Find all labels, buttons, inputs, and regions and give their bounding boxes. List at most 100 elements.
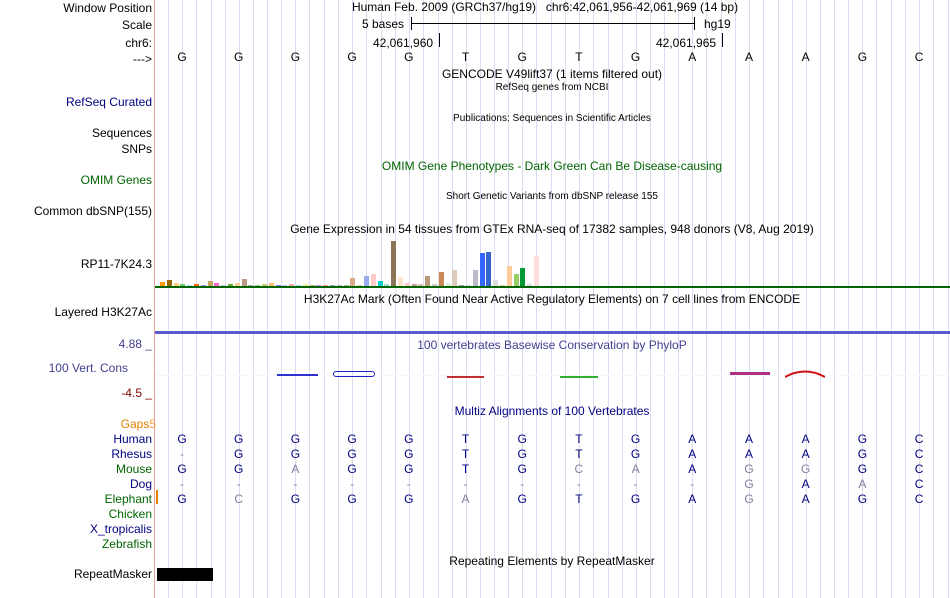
- gtex-tissue-bar[interactable]: [466, 285, 471, 286]
- gtex-tissue-bar[interactable]: [486, 252, 492, 286]
- refseq-title[interactable]: RefSeq genes from NCBI: [495, 82, 609, 93]
- conservation-min-label: -4.5 _: [121, 386, 152, 400]
- gtex-tissue-bar[interactable]: [506, 266, 512, 286]
- gtex-tissue-bar[interactable]: [500, 285, 505, 286]
- gtex-tissue-bar[interactable]: [309, 285, 315, 286]
- gaps-text: Gaps: [120, 417, 150, 431]
- gtex-tissue-bar[interactable]: [180, 284, 186, 286]
- gtex-tissue-bar[interactable]: [316, 285, 322, 286]
- gtex-tissue-bar[interactable]: [336, 285, 342, 286]
- gtex-tissue-bar[interactable]: [364, 276, 369, 286]
- reference-base: T: [575, 50, 583, 64]
- gtex-tissue-bar[interactable]: [289, 284, 295, 286]
- species-label-x_tropicalis[interactable]: X_tropicalis: [89, 522, 152, 536]
- gtex-tissue-bar[interactable]: [384, 284, 390, 286]
- gtex-title[interactable]: Gene Expression in 54 tissues from GTEx …: [290, 222, 814, 236]
- gtex-tissue-bar[interactable]: [377, 281, 383, 286]
- gtex-tissue-bar[interactable]: [234, 283, 240, 286]
- gtex-tissue-bar[interactable]: [343, 285, 349, 286]
- species-label-mouse[interactable]: Mouse: [115, 462, 152, 476]
- gtex-tissue-bar[interactable]: [370, 274, 376, 286]
- dbsnp-title[interactable]: Short Genetic Variants from dbSNP releas…: [446, 191, 658, 202]
- gtex-bar-chart[interactable]: [155, 236, 950, 286]
- gtex-tissue-bar[interactable]: [262, 284, 267, 286]
- gtex-tissue-bar[interactable]: [221, 285, 227, 286]
- repeatmasker-title[interactable]: Repeating Elements by RepeatMasker: [449, 554, 655, 568]
- gtex-tissue-bar[interactable]: [255, 285, 261, 286]
- species-label-zebrafish[interactable]: Zebrafish: [101, 537, 152, 551]
- sequences-track-label[interactable]: Sequences: [91, 126, 152, 140]
- gtex-tissue-bar[interactable]: [418, 284, 424, 286]
- gtex-tissue-bar[interactable]: [398, 277, 403, 286]
- gtex-tissue-bar[interactable]: [268, 283, 274, 286]
- gtex-tissue-bar[interactable]: [425, 276, 431, 286]
- guide-line: [437, 0, 439, 598]
- conservation-glyph-12: [785, 370, 825, 378]
- species-label-elephant[interactable]: Elephant: [104, 492, 152, 506]
- gtex-tissue-bar[interactable]: [452, 270, 458, 286]
- gtex-tissue-bar[interactable]: [275, 285, 281, 286]
- conservation-title[interactable]: 100 vertebrates Basewise Conservation by…: [417, 338, 687, 352]
- snps-track-label[interactable]: SNPs: [121, 142, 152, 156]
- gtex-track-label[interactable]: RP11-7K24.3: [80, 257, 152, 271]
- gtex-tissue-bar[interactable]: [187, 285, 193, 286]
- h3k27ac-track-label[interactable]: Layered H3K27Ac: [54, 305, 152, 319]
- gtex-tissue-bar[interactable]: [323, 285, 329, 286]
- gtex-tissue-bar[interactable]: [228, 284, 233, 286]
- gtex-tissue-bar[interactable]: [282, 285, 288, 286]
- gtex-tissue-bar[interactable]: [445, 283, 451, 286]
- gtex-tissue-bar[interactable]: [207, 281, 213, 286]
- gencode-title[interactable]: GENCODE V49lift37 (1 items filtered out): [441, 67, 663, 81]
- gtex-tissue-bar[interactable]: [391, 241, 397, 286]
- gtex-tissue-bar[interactable]: [302, 284, 308, 286]
- aligned-base: G: [177, 492, 187, 506]
- aligned-base: G: [347, 432, 357, 446]
- repeatmasker-track-label[interactable]: RepeatMasker: [73, 567, 152, 581]
- gtex-tissue-bar[interactable]: [527, 284, 533, 286]
- gtex-tissue-bar[interactable]: [296, 285, 301, 286]
- gtex-tissue-bar[interactable]: [404, 283, 410, 286]
- gtex-tissue-bar[interactable]: [166, 280, 172, 286]
- gtex-tissue-bar[interactable]: [459, 285, 465, 286]
- h3k27ac-title[interactable]: H3K27Ac Mark (Often Found Near Active Re…: [303, 292, 801, 306]
- gtex-tissue-bar[interactable]: [173, 283, 179, 286]
- conservation-track-label[interactable]: 100 Vert. Cons: [48, 361, 128, 375]
- guide-line: [536, 0, 538, 598]
- chrom-label: chr6:: [125, 36, 152, 50]
- aligned-base: A: [801, 477, 810, 491]
- gtex-tissue-bar[interactable]: [479, 253, 485, 286]
- gtex-tissue-bar[interactable]: [200, 285, 206, 286]
- aligned-base: -: [406, 477, 411, 491]
- dbsnp-track-label[interactable]: Common dbSNP(155): [33, 204, 152, 218]
- gtex-tissue-bar[interactable]: [513, 274, 519, 286]
- gtex-tissue-bar[interactable]: [241, 279, 247, 286]
- publications-title[interactable]: Publications: Sequences in Scientific Ar…: [453, 113, 651, 124]
- multiz-title[interactable]: Multiz Alignments of 100 Vertebrates: [454, 404, 650, 418]
- aligned-base: C: [574, 462, 584, 476]
- gtex-tissue-bar[interactable]: [194, 284, 199, 286]
- species-label-human[interactable]: Human: [113, 432, 152, 446]
- omim-title[interactable]: OMIM Gene Phenotypes - Dark Green Can Be…: [381, 159, 723, 173]
- species-label-chicken[interactable]: Chicken: [108, 507, 152, 521]
- gtex-tissue-bar[interactable]: [330, 285, 335, 286]
- species-label-rhesus[interactable]: Rhesus: [111, 447, 152, 461]
- gtex-tissue-bar[interactable]: [534, 256, 539, 286]
- gtex-tissue-bar[interactable]: [472, 270, 478, 286]
- gtex-tissue-bar[interactable]: [357, 285, 363, 286]
- gtex-tissue-bar[interactable]: [411, 284, 417, 286]
- gtex-tissue-bar[interactable]: [438, 272, 444, 286]
- aligned-base: -: [180, 447, 184, 461]
- species-label-dog[interactable]: Dog: [129, 477, 152, 491]
- gtex-tissue-bar[interactable]: [214, 283, 220, 286]
- repeatmasker-feature[interactable]: [157, 568, 213, 581]
- gtex-tissue-bar[interactable]: [520, 268, 526, 286]
- gtex-tissue-bar[interactable]: [160, 282, 165, 286]
- gtex-tissue-bar[interactable]: [493, 280, 499, 286]
- gtex-tissue-bar[interactable]: [350, 278, 356, 286]
- refseq-track-label[interactable]: RefSeq Curated: [65, 95, 152, 109]
- omim-track-label[interactable]: OMIM Genes: [80, 173, 152, 187]
- gtex-tissue-bar[interactable]: [248, 285, 254, 286]
- aligned-base: A: [858, 477, 867, 491]
- aligned-base: T: [575, 432, 583, 446]
- gtex-tissue-bar[interactable]: [432, 284, 437, 286]
